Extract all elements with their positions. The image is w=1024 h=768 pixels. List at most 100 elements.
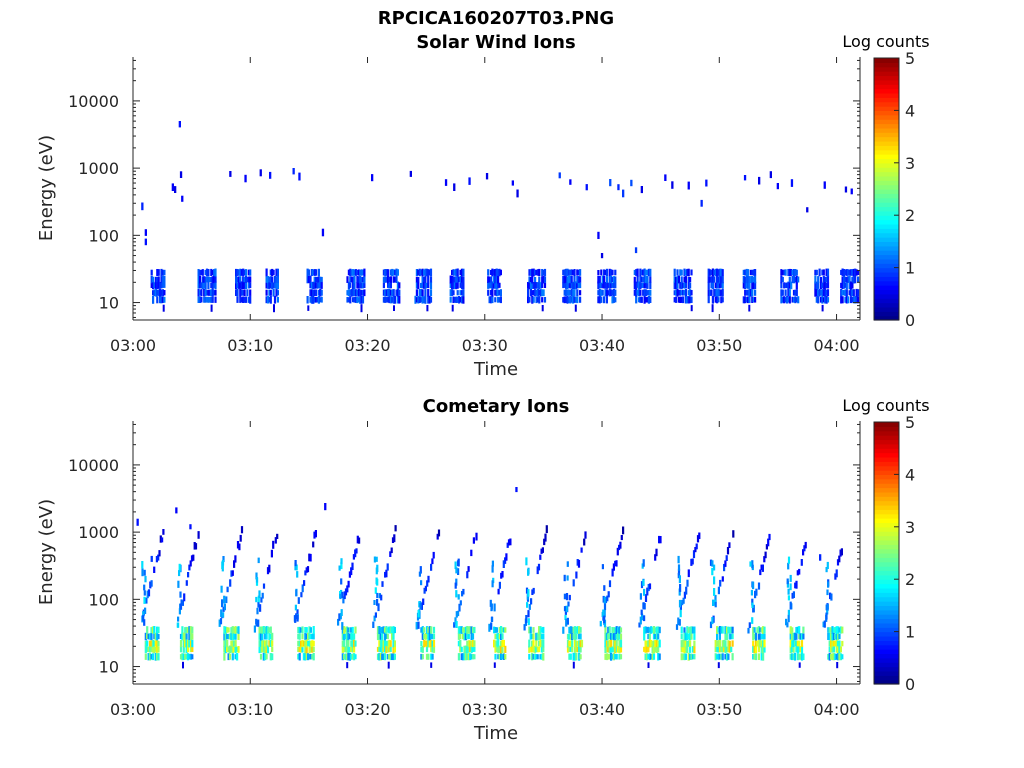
cometary-point-cell: [819, 554, 822, 561]
cometary-burst-cell: [566, 633, 570, 640]
cometary-burst-cell: [655, 645, 658, 653]
cometary-colorbar-segment: [874, 452, 899, 458]
solar-wind-burst-cell: [569, 296, 572, 304]
cometary-burst-cell: [300, 640, 303, 647]
solar-wind-burst-cell: [710, 276, 713, 283]
solar-wind-burst-cell: [824, 277, 827, 283]
solar-wind-y-tick-label: 10: [99, 294, 119, 313]
cometary-burst-cell: [542, 626, 545, 634]
cometary-burst-cell: [182, 646, 185, 653]
solar-wind-burst-cell: [531, 281, 534, 289]
solar-wind-burst-cell: [456, 268, 459, 277]
cometary-burst-cell: [153, 640, 156, 647]
solar-wind-burst-cell: [197, 269, 200, 276]
solar-wind-burst-cell: [563, 282, 566, 288]
cometary-burst-cell: [268, 633, 271, 640]
cometary-burst-cell: [389, 640, 392, 647]
solar-wind-burst-cell: [420, 269, 423, 276]
cometary-plot-area: [133, 421, 860, 684]
solar-wind-burst-cell: [307, 305, 310, 311]
solar-wind-burst-cell: [717, 282, 720, 289]
solar-wind-burst-cell: [781, 296, 784, 303]
cometary-burst-cell: [728, 646, 731, 653]
solar-wind-burst-cell: [818, 288, 821, 297]
cometary-burst-cell: [459, 646, 462, 653]
solar-wind-burst-cell: [360, 276, 363, 283]
solar-wind-burst-cell: [429, 268, 433, 277]
cometary-streak-cell: [223, 603, 226, 611]
cometary-streak-cell: [607, 591, 610, 598]
solar-wind-burst-cell: [317, 289, 320, 296]
solar-wind-burst-cell: [208, 297, 211, 303]
cometary-streak-cell: [614, 560, 617, 566]
cometary-burst-cell: [153, 633, 156, 640]
solar-wind-burst-cell: [276, 268, 279, 277]
cometary-streak-cell: [257, 595, 260, 603]
cometary-burst-cell: [345, 632, 349, 641]
cometary-streak-cell: [677, 564, 681, 571]
solar-wind-burst-cell: [716, 275, 719, 284]
cometary-burst-cell: [420, 641, 423, 646]
solar-wind-burst-cell: [783, 282, 786, 289]
solar-wind-burst-cell: [313, 289, 316, 296]
cometary-burst-cell: [233, 640, 236, 647]
cometary-streak-cell: [157, 554, 160, 561]
solar-wind-burst-cell: [214, 268, 217, 277]
solar-wind-point-cell: [790, 179, 794, 187]
cometary-burst-cell: [648, 627, 651, 633]
solar-wind-burst-cell: [208, 289, 211, 296]
cometary-burst-cell: [421, 645, 424, 653]
cometary-burst-cell: [376, 626, 380, 634]
cometary-burst-cell: [230, 627, 233, 633]
solar-wind-burst-cell: [821, 289, 824, 297]
cometary-burst-cell: [184, 653, 187, 660]
cometary-burst-cell: [184, 633, 187, 640]
cometary-burst-cell: [466, 633, 469, 640]
solar-wind-burst-cell: [541, 305, 544, 312]
cometary-burst-cell: [268, 627, 271, 633]
solar-wind-burst-cell: [598, 288, 601, 297]
solar-wind-burst-cell: [821, 304, 824, 312]
cometary-burst-cell: [309, 627, 312, 633]
cometary-burst-cell: [460, 653, 463, 661]
cometary-streak-cell: [253, 625, 256, 633]
solar-wind-point-cell: [511, 180, 514, 186]
cometary-burst-cell: [226, 639, 229, 648]
cometary-burst-cell: [460, 626, 463, 634]
cometary-burst-cell: [300, 627, 303, 633]
solar-wind-burst-cell: [610, 275, 613, 284]
solar-wind-burst-cell: [350, 269, 353, 276]
solar-wind-burst-cell: [852, 275, 855, 284]
cometary-streak-cell: [526, 602, 529, 608]
solar-wind-burst-cell: [604, 281, 607, 289]
solar-wind-burst-cell: [200, 269, 203, 276]
cometary-streak-cell: [233, 560, 236, 568]
cometary-burst-cell: [604, 632, 607, 641]
cometary-colorbar-segment: [874, 635, 899, 641]
solar-wind-burst-cell: [491, 281, 494, 290]
solar-wind-burst-cell: [649, 281, 652, 289]
cometary-streak-cell: [643, 615, 646, 622]
cometary-burst-cell: [262, 646, 265, 653]
cometary-streak-cell: [373, 556, 376, 563]
solar-wind-burst-cell: [312, 295, 315, 304]
cometary-streak-cell: [679, 609, 682, 618]
solar-wind-burst-cell: [459, 269, 462, 276]
cometary-streak-cell: [257, 619, 260, 627]
cometary-burst-cell: [301, 633, 304, 640]
cometary-streak-cell: [312, 541, 315, 548]
solar-wind-burst-cell: [579, 282, 582, 289]
solar-wind-burst-cell: [563, 269, 566, 276]
cometary-streak-cell: [642, 579, 645, 586]
cometary-burst-cell: [265, 640, 268, 647]
cometary-burst-cell: [617, 627, 620, 633]
cometary-burst-cell: [431, 646, 434, 653]
cometary-streak-cell: [711, 567, 714, 576]
solar-wind-burst-cell: [449, 289, 452, 297]
solar-wind-burst-cell: [528, 276, 531, 283]
cometary-burst-cell: [312, 626, 315, 634]
solar-wind-colorbar-segment: [874, 219, 899, 225]
solar-wind-burst-cell: [529, 277, 532, 282]
cometary-burst-cell: [179, 640, 183, 648]
